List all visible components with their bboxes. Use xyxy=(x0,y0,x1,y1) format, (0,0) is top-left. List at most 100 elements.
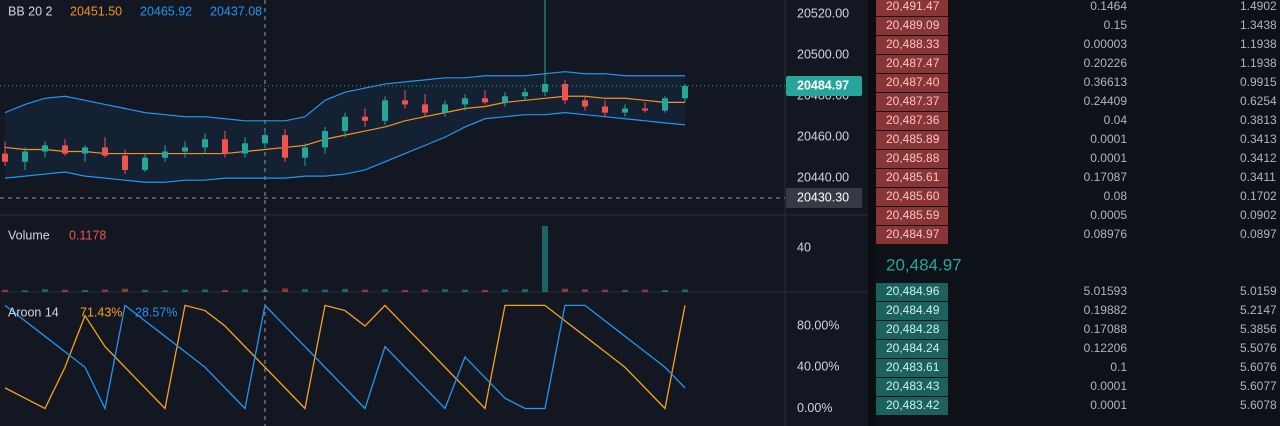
bids-depth xyxy=(876,340,948,358)
candle-body xyxy=(682,86,688,99)
candle-body xyxy=(602,106,608,113)
volume-bar xyxy=(642,289,648,292)
crosshair-label: 20430.30 xyxy=(797,190,849,204)
band-line xyxy=(4,71,685,122)
candle-body xyxy=(42,145,48,152)
bids-amount: 0.1 xyxy=(1110,360,1127,374)
asks-price: 20,485.60 xyxy=(886,189,940,203)
bids-price: 20,483.42 xyxy=(886,398,940,412)
bids-total: 5.5076 xyxy=(1240,341,1277,355)
label-layer: BB 20 2 20451.50 20465.92 20437.08 Volum… xyxy=(8,4,862,415)
asks-depth xyxy=(876,131,948,149)
chart-background xyxy=(0,0,868,426)
band-line xyxy=(4,112,686,183)
volume-bar xyxy=(62,289,68,292)
price-tick-label: 20440.00 xyxy=(797,170,849,184)
volume-bar xyxy=(342,288,348,292)
bids-total: 5.6078 xyxy=(1240,398,1277,412)
volume-bar xyxy=(162,290,168,292)
asks-total: 0.3413 xyxy=(1240,132,1277,146)
volume-bar xyxy=(222,289,228,292)
aroon-down-line xyxy=(4,304,686,411)
candle-body xyxy=(642,108,648,111)
candle-body xyxy=(202,139,208,148)
price-tick-label: 20520.00 xyxy=(797,7,849,21)
volume-bar xyxy=(602,289,608,292)
volume-bar xyxy=(622,289,628,292)
volume-bar xyxy=(462,289,468,292)
bids-depth xyxy=(876,397,948,415)
volume-bar xyxy=(202,289,208,292)
candle-body xyxy=(2,153,8,162)
bids-depth xyxy=(876,302,948,320)
bids-price: 20,484.28 xyxy=(886,322,940,336)
candle-body xyxy=(342,116,348,132)
bids-price: 20,484.24 xyxy=(886,341,940,355)
asks-total: 0.3813 xyxy=(1240,113,1277,127)
candle-body xyxy=(122,155,128,170)
volume-bar xyxy=(422,289,428,292)
asks-price: 20,484.97 xyxy=(886,227,940,241)
candle-body xyxy=(562,83,568,101)
bids-amount: 0.12206 xyxy=(1084,341,1128,355)
bids-price: 20,483.61 xyxy=(886,360,940,374)
order-book: 20,491.47 0.1464 1.4902 20,489.09 0.15 1.3438… xyxy=(876,0,1277,415)
bids-amount: 5.01593 xyxy=(1084,284,1128,298)
candle-body xyxy=(82,147,88,154)
price-tick-label: 20500.00 xyxy=(797,48,849,62)
volume-legend-value: 0.1178 xyxy=(69,228,106,242)
asks-total: 0.9915 xyxy=(1240,75,1277,89)
volume-bar xyxy=(362,289,368,292)
aroon-tick-label: 40.00% xyxy=(797,360,839,374)
volume-bar xyxy=(42,289,48,292)
bids-total: 5.6076 xyxy=(1240,360,1277,374)
bids-total: 5.6077 xyxy=(1240,379,1277,393)
bids-depth xyxy=(876,321,948,339)
bids-amount: 0.19882 xyxy=(1084,303,1128,317)
candle-body xyxy=(662,98,668,111)
asks-amount: 0.00003 xyxy=(1084,37,1128,51)
asks-depth xyxy=(876,169,948,187)
volume-bar xyxy=(482,289,488,292)
bids-depth xyxy=(876,283,948,301)
volume-legend-name: Volume xyxy=(8,228,50,242)
asks-price: 20,489.09 xyxy=(886,18,940,32)
bb-legend-lower: 20437.08 xyxy=(210,4,262,18)
candle-body xyxy=(282,135,288,158)
candle-body xyxy=(422,104,428,113)
volume-bar xyxy=(242,289,248,292)
volume-tick-label: 40 xyxy=(797,240,811,254)
asks-depth xyxy=(876,150,948,168)
candle-body xyxy=(242,143,248,154)
asks-total: 1.4902 xyxy=(1240,0,1277,13)
asks-price: 20,488.33 xyxy=(886,37,940,51)
asks-amount: 0.0005 xyxy=(1090,208,1127,222)
asks-depth xyxy=(876,17,948,35)
candle-body xyxy=(262,135,268,144)
aroon-legend-up: 71.43% xyxy=(80,305,122,319)
volume-bar xyxy=(682,289,688,292)
volume-bar xyxy=(582,289,588,292)
volume-bar xyxy=(322,289,328,292)
asks-depth xyxy=(876,226,948,244)
bids-total: 5.0159 xyxy=(1240,284,1277,298)
volume-bar xyxy=(262,289,268,292)
candle-body xyxy=(542,83,548,93)
bids-amount: 0.17088 xyxy=(1084,322,1128,336)
last-price-tag xyxy=(786,76,862,97)
volume-bar xyxy=(522,289,528,292)
bb-legend-name: BB 20 2 xyxy=(8,4,53,18)
asks-depth xyxy=(876,55,948,73)
asks-depth xyxy=(876,74,948,92)
bids-amount: 0.0001 xyxy=(1090,398,1127,412)
volume-bar xyxy=(2,289,8,292)
candle-body xyxy=(462,98,468,105)
asks-total: 1.1938 xyxy=(1240,37,1277,51)
last-price-label: 20484.97 xyxy=(797,78,849,92)
bids-depth xyxy=(876,378,948,396)
bids-total: 5.2147 xyxy=(1240,303,1277,317)
aroon-tick-label: 80.00% xyxy=(797,318,839,332)
candle-body xyxy=(162,151,168,158)
asks-price: 20,487.40 xyxy=(886,75,940,89)
